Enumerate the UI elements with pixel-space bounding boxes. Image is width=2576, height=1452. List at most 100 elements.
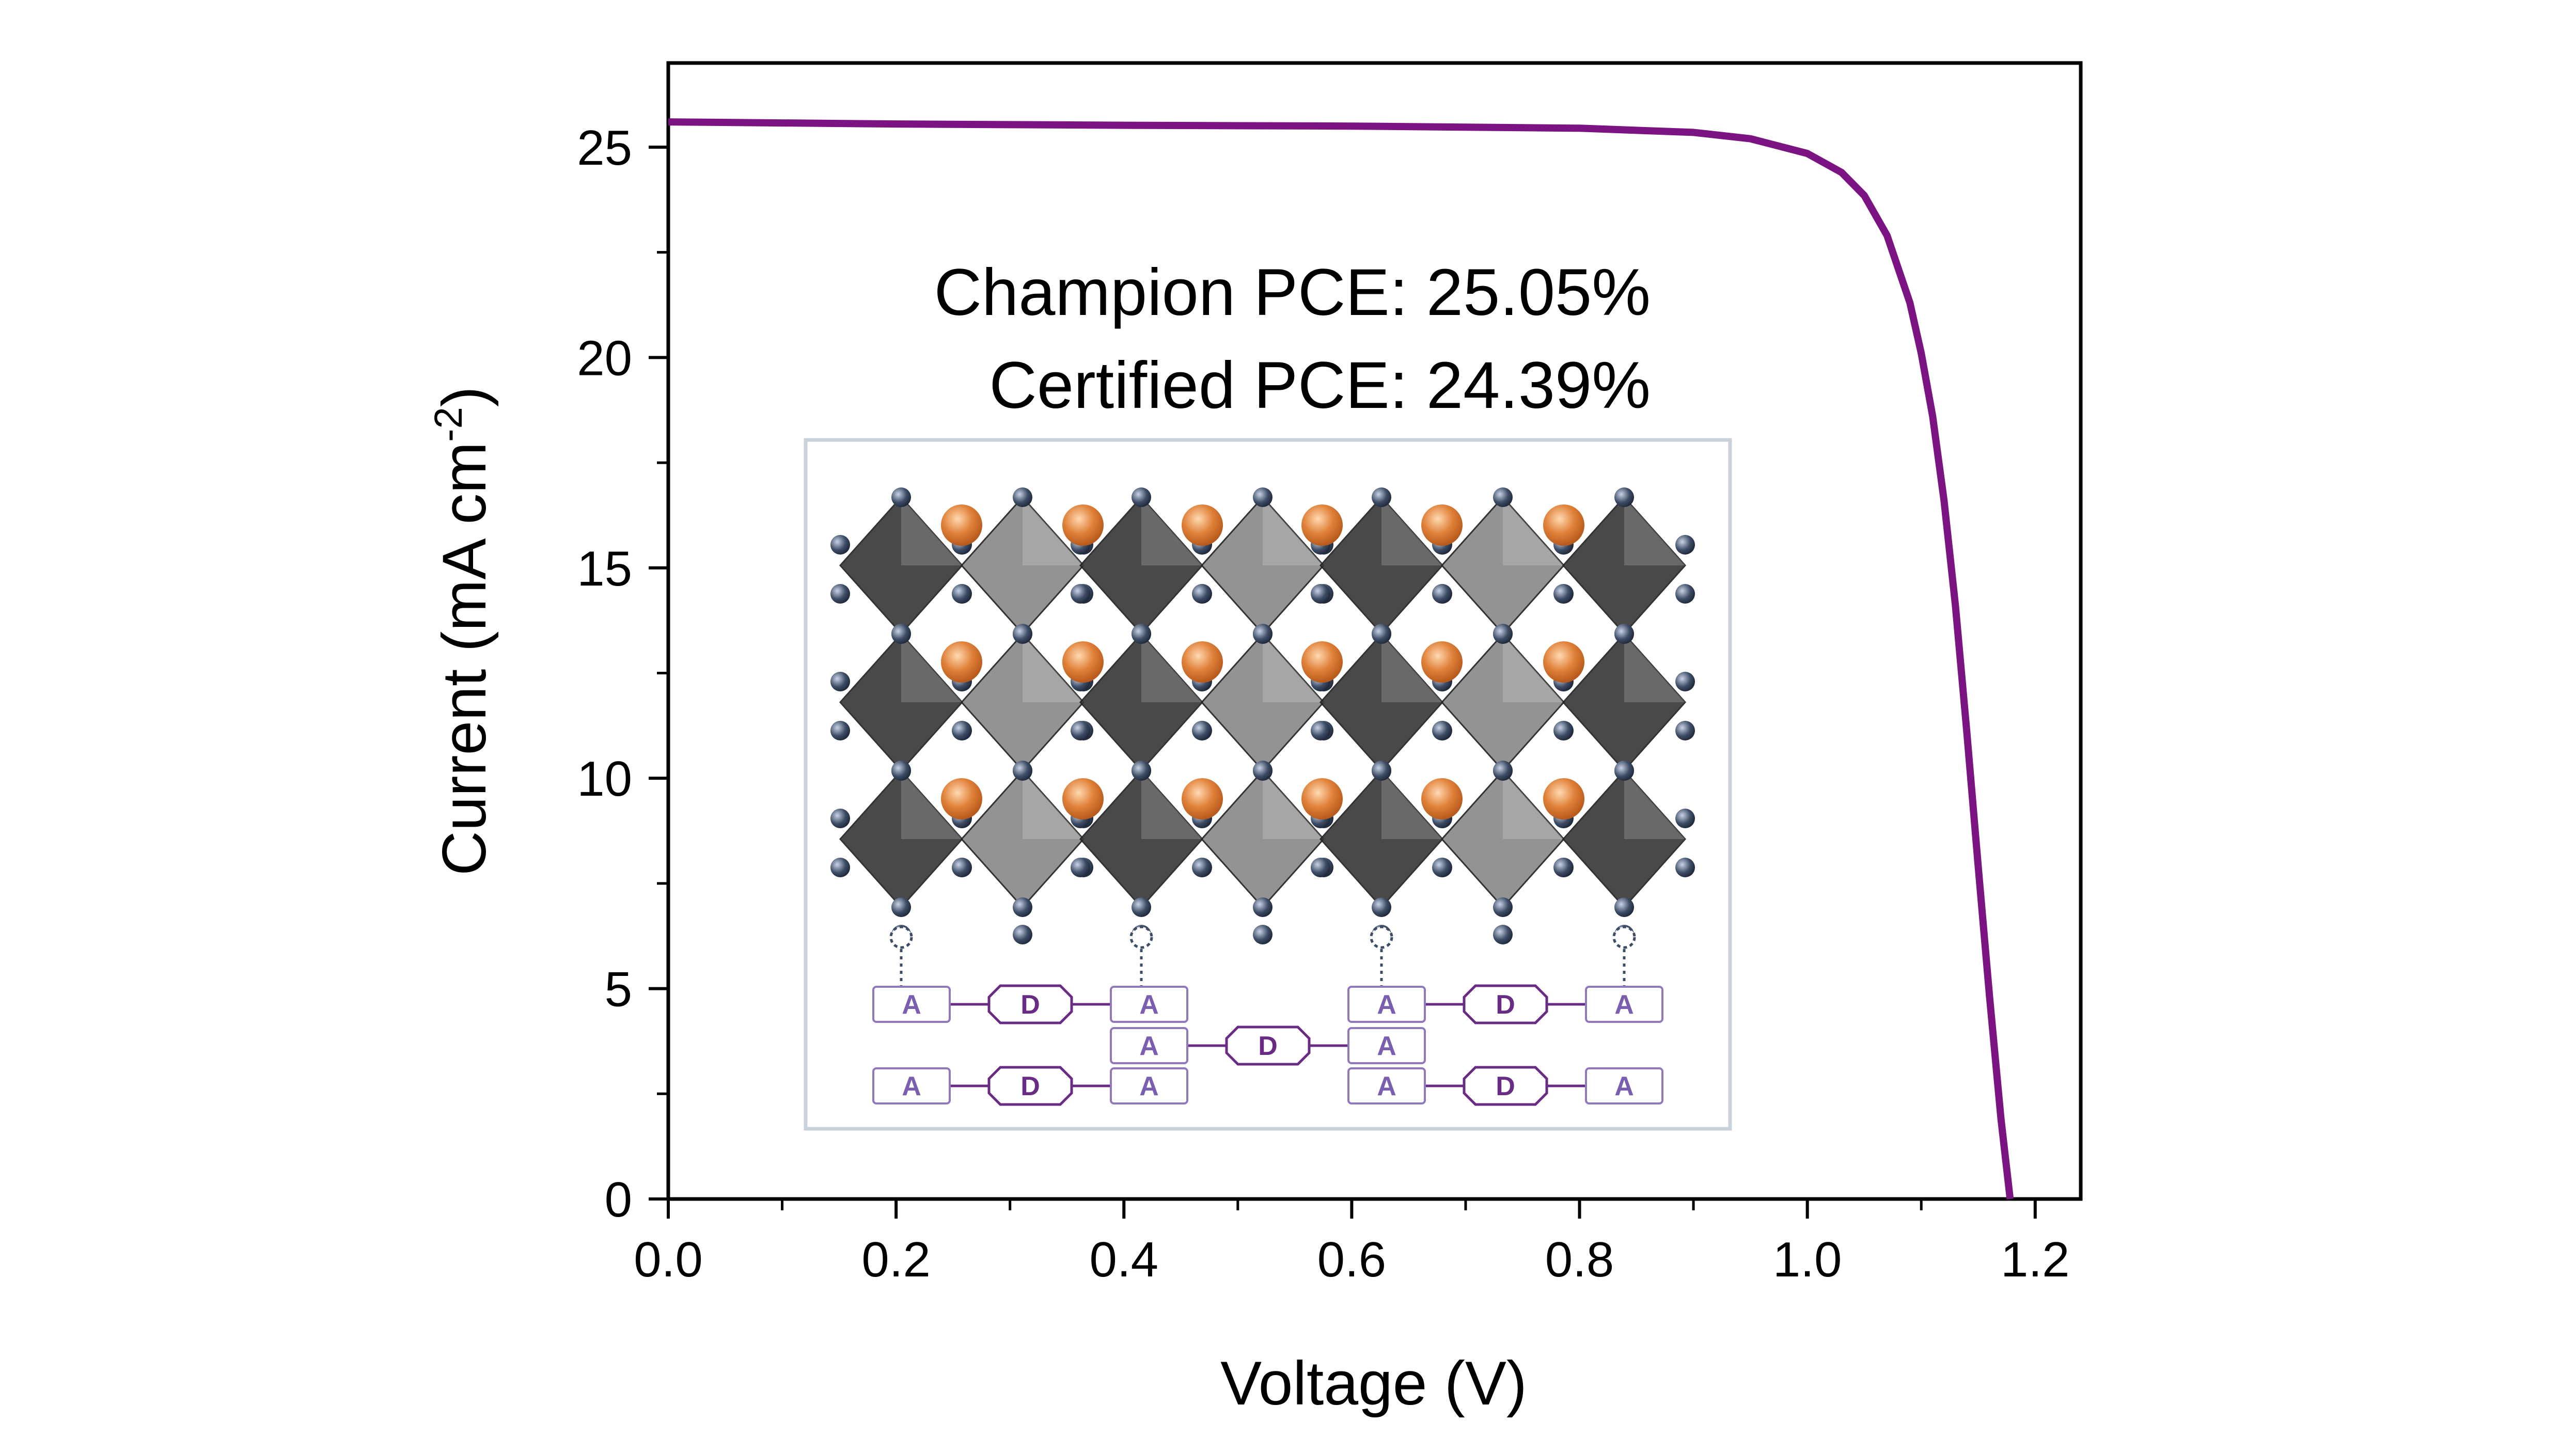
halide-atom <box>1493 487 1513 507</box>
donor-block <box>1225 1025 1311 1066</box>
acceptor-block <box>1347 986 1426 1023</box>
halide-atom <box>1311 858 1330 877</box>
octahedron-facet <box>1624 497 1685 565</box>
x-axis-title: Voltage (V) <box>1220 1349 1527 1418</box>
halide-atom <box>1253 897 1273 917</box>
cation-atom <box>1301 641 1343 683</box>
y-tick-label: 10 <box>577 751 632 807</box>
x-tick-label: 0.0 <box>634 1232 702 1287</box>
acceptor-block <box>872 1067 951 1104</box>
halide-atom <box>1013 897 1032 917</box>
halide-atom <box>1132 897 1151 917</box>
halide-atom <box>1372 624 1391 644</box>
donor-block <box>987 984 1073 1024</box>
acceptor-donor-blocks: A D A A D AA D AA D A A D A <box>872 984 1663 1106</box>
y-axis-title: Current (mA cm-2) <box>427 386 499 876</box>
y-axis-title-sup: -2 <box>427 407 470 442</box>
halide-atom <box>1071 721 1090 740</box>
halide-atom <box>1553 858 1573 877</box>
x-axis-ticks: 0.0 0.2 0.4 0.6 0.8 1.0 1.2 <box>634 1199 2070 1287</box>
y-tick-label: 25 <box>577 120 632 176</box>
plot-frame <box>666 61 2083 1201</box>
halide-atom <box>1311 721 1330 740</box>
halide-atom <box>952 858 971 877</box>
donor-label: D <box>1258 1031 1278 1061</box>
halide-atom <box>1132 487 1151 507</box>
y-axis-title-close: ) <box>430 386 499 407</box>
x-tick-label: 1.2 <box>2001 1232 2069 1287</box>
vacancy-site <box>889 925 913 949</box>
y-tick-label: 20 <box>577 330 632 386</box>
acceptor-label: A <box>1139 1071 1159 1101</box>
octahedron-facet <box>901 634 962 702</box>
annotation-certified-pce: Certified PCE: 24.39% <box>989 349 1651 422</box>
octahedron-facet <box>1381 497 1442 565</box>
halide-atom <box>1614 487 1634 507</box>
halide-atom <box>1493 761 1513 781</box>
donor-label: D <box>1496 1071 1515 1101</box>
cation-atom <box>1421 504 1463 546</box>
x-tick-label: 0.8 <box>1545 1232 1614 1287</box>
halide-atom <box>830 672 850 691</box>
jv-curve <box>668 118 2014 1200</box>
halide-atom <box>1132 761 1151 781</box>
cation-atom <box>941 504 982 546</box>
acceptor-label: A <box>1377 990 1396 1020</box>
halide-atom <box>1013 487 1032 507</box>
acceptor-label: A <box>1377 1031 1396 1061</box>
octahedron-facet <box>1263 634 1324 702</box>
y-axis-ticks: 0 5 10 15 20 25 <box>577 120 668 1227</box>
halide-atom <box>891 624 911 644</box>
acceptor-label: A <box>1139 1031 1159 1061</box>
cation-atom <box>1421 778 1463 819</box>
y-tick-label: 5 <box>605 962 632 1017</box>
halide-atom <box>1493 925 1513 944</box>
halide-atom <box>1253 761 1273 781</box>
octahedron-facet <box>1141 634 1202 702</box>
acceptor-label: A <box>1377 1071 1396 1101</box>
cation-atom <box>1182 504 1223 546</box>
vacancy-site <box>1370 925 1393 949</box>
octahedron-facet <box>1381 771 1442 839</box>
acceptor-block <box>1347 1067 1426 1104</box>
halide-atom <box>1614 761 1634 781</box>
halide-atom <box>1432 584 1452 604</box>
acceptor-block <box>1110 1027 1188 1064</box>
x-tick-label: 0.2 <box>861 1232 930 1287</box>
acceptor-label: A <box>1614 990 1634 1020</box>
donor-label: D <box>1496 990 1515 1020</box>
octahedron-facet <box>1141 497 1202 565</box>
halide-atom <box>830 809 850 828</box>
cation-atom <box>1301 504 1343 546</box>
octahedron-facet <box>1503 497 1564 565</box>
halide-atom <box>1372 487 1391 507</box>
acceptor-block <box>1585 986 1663 1023</box>
halide-atom <box>1553 584 1573 604</box>
halide-atom <box>1675 584 1695 604</box>
cation-atom <box>941 641 982 683</box>
octahedron-facet <box>1263 771 1324 839</box>
halide-atom <box>1013 761 1032 781</box>
halide-atom <box>1372 897 1391 917</box>
acceptor-label: A <box>1139 990 1159 1020</box>
octahedron-facet <box>901 497 962 565</box>
acceptor-block <box>872 986 951 1023</box>
y-tick-label: 0 <box>605 1172 632 1227</box>
halide-atom <box>1311 584 1330 604</box>
halide-atom <box>1372 761 1391 781</box>
acceptor-block <box>1347 1027 1426 1064</box>
halide-atom <box>891 487 911 507</box>
acceptor-label: A <box>1614 1071 1634 1101</box>
cation-atom <box>941 778 982 819</box>
cation-atoms <box>941 504 1584 819</box>
octahedron-facet <box>1023 771 1083 839</box>
halide-atom <box>1071 584 1090 604</box>
halide-atom <box>1675 809 1695 828</box>
octahedron-facet <box>1263 497 1324 565</box>
halide-atom <box>1493 624 1513 644</box>
halide-atom <box>1253 624 1273 644</box>
octahedron-facet <box>1023 634 1083 702</box>
cation-atom <box>1062 641 1104 683</box>
halide-atom <box>830 721 850 740</box>
donor-block <box>1463 1066 1548 1106</box>
